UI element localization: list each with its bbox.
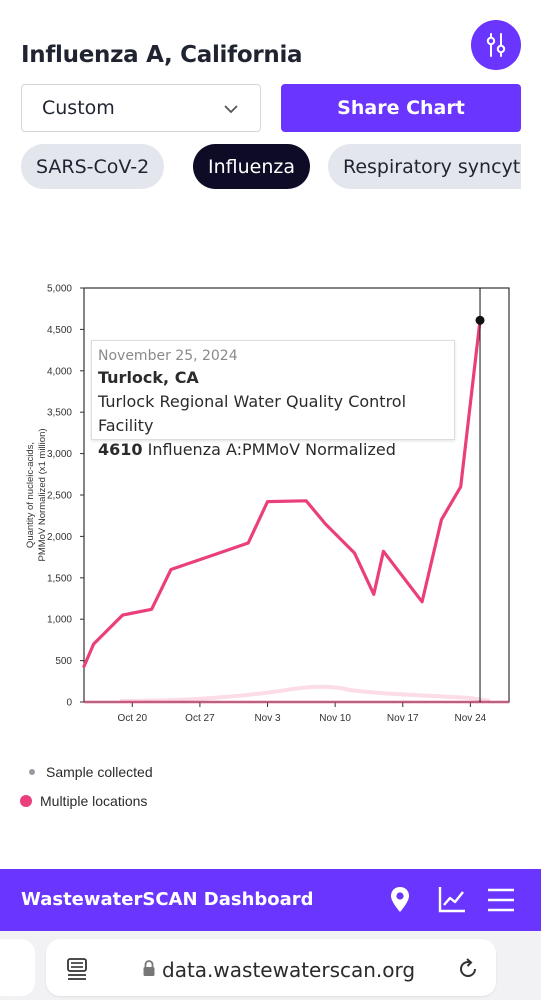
x-tick-label: Nov 24 bbox=[455, 713, 487, 724]
line-chart[interactable]: 0 500 1,000 1,500 2,000 2,500 3,000 3,500 4,000 4… bbox=[0, 280, 541, 730]
tab-sars-cov-2[interactable]: SARS-CoV-2 bbox=[21, 144, 165, 189]
tooltip-metric: Influenza A:PMMoV Normalized bbox=[147, 440, 396, 459]
menu-icon[interactable] bbox=[487, 887, 515, 913]
legend-sample-collected: Sample collected bbox=[20, 764, 153, 780]
tooltip-location: Turlock, CA bbox=[98, 368, 199, 387]
series-line bbox=[82, 318, 482, 668]
tab-rsv[interactable]: Respiratory syncyt bbox=[328, 144, 521, 189]
y-tick-label: 3,500 bbox=[47, 408, 72, 419]
date-range-value: Custom bbox=[42, 97, 115, 119]
chart-tooltip: November 25, 2024 Turlock, CA Turlock Re… bbox=[91, 340, 455, 459]
bottom-nav-bar: WastewaterSCAN Dashboard bbox=[0, 869, 541, 931]
sliders-icon bbox=[486, 33, 506, 57]
y-tick-label: 1,500 bbox=[47, 573, 72, 584]
date-range-select[interactable]: Custom bbox=[21, 84, 261, 132]
dashboard-title[interactable]: WastewaterSCAN Dashboard bbox=[21, 889, 314, 910]
chevron-down-icon bbox=[224, 105, 238, 114]
tooltip-date: November 25, 2024 bbox=[98, 348, 238, 364]
y-tick-label: 4,000 bbox=[47, 366, 72, 377]
pathogen-tabs: SARS-CoV-2 Influenza Respiratory syncyt bbox=[21, 144, 521, 190]
y-tick-label: 5,000 bbox=[47, 284, 72, 295]
y-tick-label: 0 bbox=[66, 698, 72, 709]
multiple-dot-icon bbox=[20, 795, 32, 807]
lock-icon bbox=[143, 960, 155, 976]
x-tick-label: Nov 17 bbox=[387, 713, 419, 724]
tab-influenza[interactable]: Influenza bbox=[193, 144, 311, 189]
tooltip-value-row: 4610 Influenza A:PMMoV Normalized bbox=[98, 438, 448, 462]
y-axis-label-line1: Quantity of nucleic-acids, bbox=[25, 442, 36, 548]
y-tick-label: 1,000 bbox=[47, 615, 72, 626]
y-tick-label: 4,500 bbox=[47, 325, 72, 336]
legend-multiple-locations: Multiple locations bbox=[20, 793, 147, 809]
chart-icon[interactable] bbox=[438, 885, 466, 915]
previous-tab-stub[interactable] bbox=[0, 939, 35, 996]
browser-address-bar: data.wastewaterscan.org bbox=[0, 931, 541, 1000]
sample-dot-icon bbox=[29, 769, 35, 775]
x-tick-label: Nov 10 bbox=[319, 713, 351, 724]
reader-mode-icon[interactable] bbox=[66, 957, 88, 981]
y-tick-label: 500 bbox=[55, 656, 72, 667]
location-pin-icon[interactable] bbox=[388, 885, 412, 915]
hover-point bbox=[475, 315, 485, 325]
y-axis-label-line2: PMMoV Normalized (x1 million) bbox=[37, 428, 48, 561]
url-field[interactable] bbox=[46, 939, 496, 996]
url-text: data.wastewaterscan.org bbox=[162, 958, 416, 982]
tooltip-value: 4610 bbox=[98, 440, 143, 459]
x-tick-label: Oct 20 bbox=[118, 713, 148, 724]
legend-multiple-label: Multiple locations bbox=[40, 793, 148, 809]
x-tick-label: Oct 27 bbox=[185, 713, 215, 724]
page-title: Influenza A, California bbox=[21, 42, 303, 68]
x-tick-label: Nov 3 bbox=[254, 713, 281, 724]
background-series bbox=[119, 684, 491, 703]
filter-settings-button[interactable] bbox=[471, 20, 521, 70]
y-tick-label: 3,000 bbox=[47, 449, 72, 460]
y-tick-label: 2,000 bbox=[47, 532, 72, 543]
share-chart-button[interactable]: Share Chart bbox=[281, 84, 521, 132]
legend-sample-label: Sample collected bbox=[46, 764, 153, 780]
y-tick-label: 2,500 bbox=[47, 491, 72, 502]
tooltip-facility: Turlock Regional Water Quality Control F… bbox=[98, 392, 407, 435]
reload-icon[interactable] bbox=[456, 957, 480, 981]
